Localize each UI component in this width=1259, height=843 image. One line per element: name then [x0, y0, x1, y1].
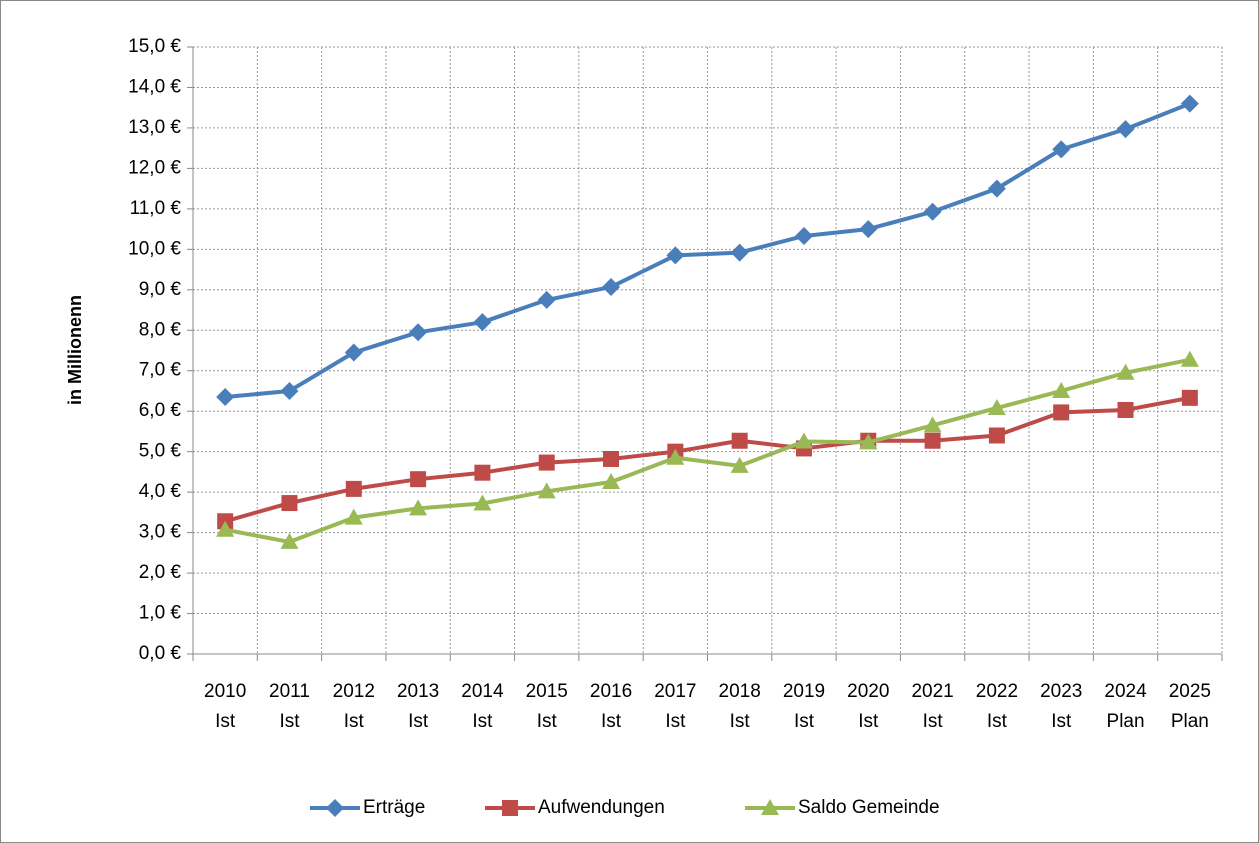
- marker: [537, 290, 556, 309]
- marker: [410, 471, 427, 488]
- marker: [281, 495, 298, 512]
- marker: [987, 179, 1006, 198]
- y-tick-label: 0,0 €: [139, 643, 182, 664]
- marker: [280, 381, 299, 400]
- y-tick-label: 10,0 €: [128, 238, 181, 259]
- x-tick-label: 2012 Ist: [333, 681, 375, 732]
- marker: [1053, 404, 1070, 421]
- y-tick-label: 9,0 €: [139, 279, 182, 300]
- x-tick-label: 2010 Ist: [204, 681, 246, 732]
- marker: [603, 450, 620, 467]
- legend-label: Erträge: [363, 797, 425, 818]
- marker: [1052, 381, 1071, 398]
- marker: [1116, 120, 1135, 139]
- marker: [923, 416, 942, 433]
- y-tick-label: 8,0 €: [139, 319, 182, 340]
- marker: [473, 494, 492, 511]
- marker: [859, 433, 878, 450]
- marker: [345, 480, 362, 497]
- marker: [216, 520, 235, 537]
- x-tick-label: 2017 Ist: [654, 681, 696, 732]
- series-line: [224, 395, 1191, 524]
- marker: [473, 313, 492, 332]
- marker: [537, 482, 556, 499]
- x-tick-label: 2014 Ist: [461, 681, 504, 732]
- x-tick-label: 2021 Ist: [911, 681, 953, 732]
- y-tick-label: 4,0 €: [139, 481, 182, 502]
- marker: [1052, 140, 1071, 159]
- marker: [602, 473, 621, 490]
- marker: [730, 243, 749, 262]
- y-tick-label: 13,0 €: [128, 117, 181, 138]
- marker: [987, 398, 1006, 415]
- marker: [794, 226, 813, 245]
- x-tick-label: 2018 Ist: [719, 681, 761, 732]
- marker: [216, 388, 235, 407]
- legend-label: Saldo Gemeinde: [798, 797, 940, 818]
- marker: [538, 454, 555, 471]
- x-tick-label: 2025 Plan: [1169, 681, 1211, 732]
- y-tick-label: 14,0 €: [128, 76, 181, 97]
- marker: [1180, 350, 1199, 367]
- y-tick-label: 3,0 €: [139, 522, 182, 543]
- x-tick-label: 2022 Ist: [976, 681, 1018, 732]
- x-tick-label: 2013 Ist: [397, 681, 439, 732]
- marker: [409, 499, 428, 516]
- marker: [730, 456, 749, 473]
- y-tick-label: 2,0 €: [139, 562, 182, 583]
- x-tick-label: 2016 Ist: [590, 681, 632, 732]
- x-tick-label: 2019 Ist: [783, 681, 825, 732]
- y-tick-label: 6,0 €: [139, 400, 182, 421]
- x-tick-label: 2015 Ist: [526, 681, 568, 732]
- marker: [924, 432, 941, 449]
- y-axis-label: in Millionenn: [65, 295, 85, 405]
- marker: [344, 343, 363, 362]
- y-tick-label: 7,0 €: [139, 360, 182, 381]
- marker: [344, 508, 363, 525]
- marker: [666, 246, 685, 265]
- marker: [794, 432, 813, 449]
- marker: [474, 464, 491, 481]
- marker: [1181, 389, 1198, 406]
- y-tick-label: 1,0 €: [139, 603, 182, 624]
- marker: [602, 277, 621, 296]
- marker: [409, 323, 428, 342]
- x-tick-label: 2023 Ist: [1040, 681, 1082, 732]
- marker: [280, 532, 299, 549]
- marker: [1116, 363, 1135, 380]
- marker: [326, 799, 344, 817]
- marker: [731, 432, 748, 449]
- marker: [988, 427, 1005, 444]
- marker: [1117, 401, 1134, 418]
- y-tick-label: 11,0 €: [130, 198, 182, 219]
- y-tick-label: 12,0 €: [128, 157, 181, 178]
- legend-label: Aufwendungen: [538, 797, 665, 818]
- marker: [761, 799, 779, 815]
- y-tick-label: 15,0 €: [128, 36, 181, 57]
- marker: [502, 800, 518, 816]
- marker: [1180, 94, 1199, 113]
- series-line: [224, 357, 1191, 544]
- y-tick-label: 5,0 €: [139, 441, 182, 462]
- marker: [923, 202, 942, 221]
- x-tick-label: 2020 Ist: [847, 681, 889, 732]
- x-tick-label: 2024 Plan: [1104, 681, 1147, 732]
- series-line: [224, 101, 1191, 400]
- marker: [666, 448, 685, 465]
- marker: [859, 220, 878, 239]
- x-tick-label: 2011 Ist: [269, 681, 310, 732]
